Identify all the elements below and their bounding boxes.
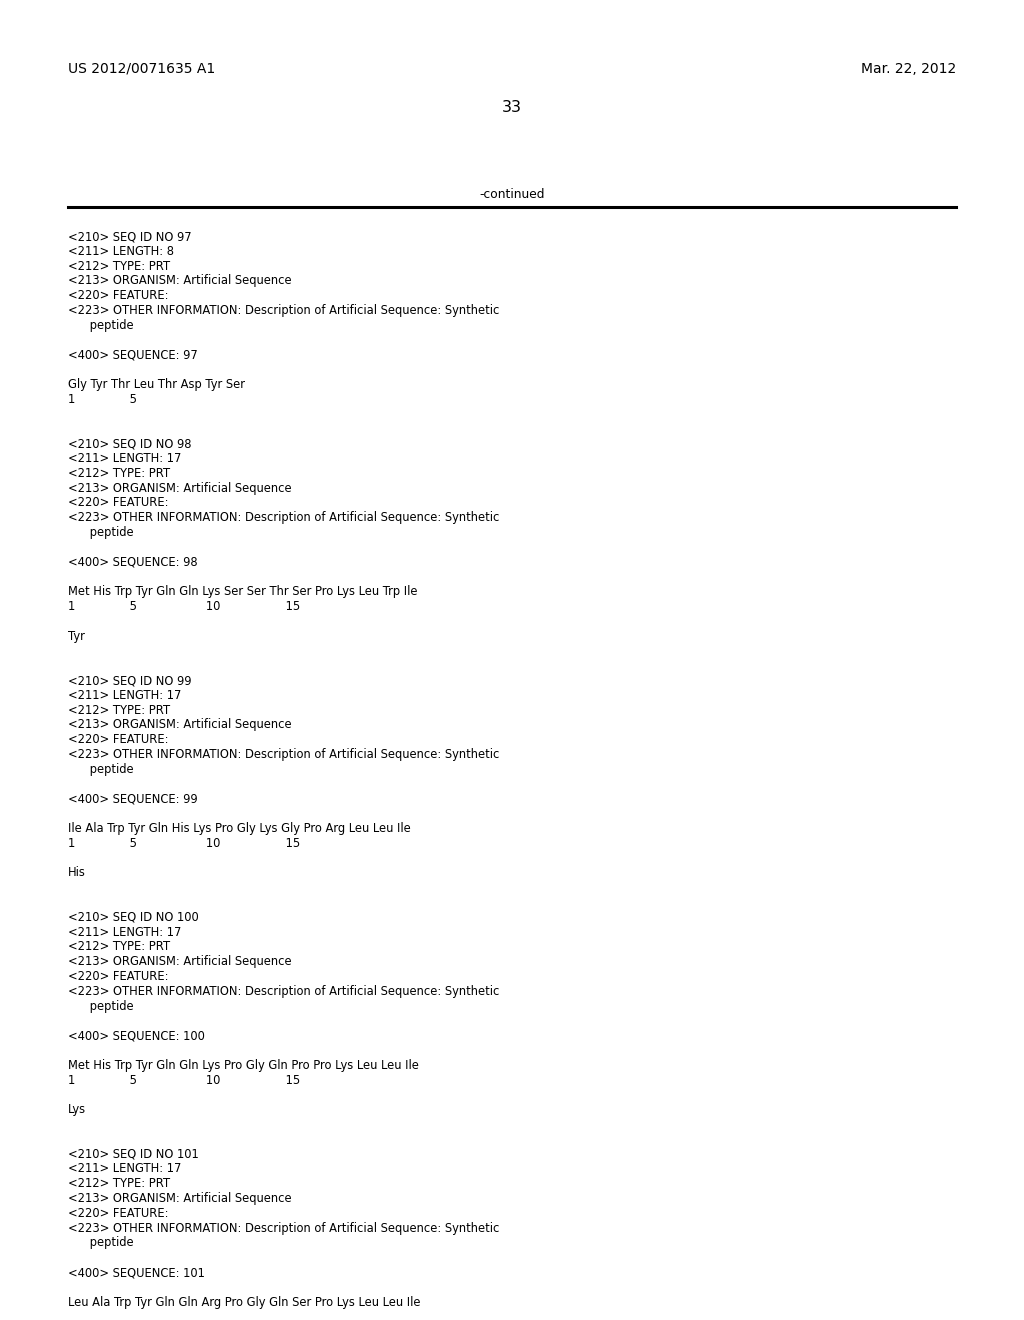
Text: <400> SEQUENCE: 99: <400> SEQUENCE: 99 (68, 792, 198, 805)
Text: <210> SEQ ID NO 100: <210> SEQ ID NO 100 (68, 911, 199, 924)
Text: Met His Trp Tyr Gln Gln Lys Ser Ser Thr Ser Pro Lys Leu Trp Ile: Met His Trp Tyr Gln Gln Lys Ser Ser Thr … (68, 585, 418, 598)
Text: Tyr: Tyr (68, 630, 85, 643)
Text: <220> FEATURE:: <220> FEATURE: (68, 733, 169, 746)
Text: <210> SEQ ID NO 99: <210> SEQ ID NO 99 (68, 675, 191, 686)
Text: <220> FEATURE:: <220> FEATURE: (68, 970, 169, 983)
Text: <211> LENGTH: 8: <211> LENGTH: 8 (68, 244, 174, 257)
Text: <223> OTHER INFORMATION: Description of Artificial Sequence: Synthetic: <223> OTHER INFORMATION: Description of … (68, 748, 500, 762)
Text: <211> LENGTH: 17: <211> LENGTH: 17 (68, 1163, 181, 1175)
Text: peptide: peptide (68, 319, 133, 331)
Text: <210> SEQ ID NO 101: <210> SEQ ID NO 101 (68, 1147, 199, 1160)
Text: Gly Tyr Thr Leu Thr Asp Tyr Ser: Gly Tyr Thr Leu Thr Asp Tyr Ser (68, 378, 245, 391)
Text: 33: 33 (502, 100, 522, 115)
Text: <400> SEQUENCE: 100: <400> SEQUENCE: 100 (68, 1030, 205, 1043)
Text: <220> FEATURE:: <220> FEATURE: (68, 289, 169, 302)
Text: Mar. 22, 2012: Mar. 22, 2012 (861, 62, 956, 77)
Text: peptide: peptide (68, 1237, 133, 1250)
Text: 1               5                   10                  15: 1 5 10 15 (68, 601, 300, 612)
Text: <212> TYPE: PRT: <212> TYPE: PRT (68, 1177, 170, 1191)
Text: <400> SEQUENCE: 101: <400> SEQUENCE: 101 (68, 1266, 205, 1279)
Text: 1               5: 1 5 (68, 393, 137, 405)
Text: Lys: Lys (68, 1104, 86, 1117)
Text: <400> SEQUENCE: 97: <400> SEQUENCE: 97 (68, 348, 198, 362)
Text: <212> TYPE: PRT: <212> TYPE: PRT (68, 260, 170, 273)
Text: Met His Trp Tyr Gln Gln Lys Pro Gly Gln Pro Pro Lys Leu Leu Ile: Met His Trp Tyr Gln Gln Lys Pro Gly Gln … (68, 1059, 419, 1072)
Text: <220> FEATURE:: <220> FEATURE: (68, 1206, 169, 1220)
Text: <223> OTHER INFORMATION: Description of Artificial Sequence: Synthetic: <223> OTHER INFORMATION: Description of … (68, 511, 500, 524)
Text: <212> TYPE: PRT: <212> TYPE: PRT (68, 940, 170, 953)
Text: <211> LENGTH: 17: <211> LENGTH: 17 (68, 925, 181, 939)
Text: <220> FEATURE:: <220> FEATURE: (68, 496, 169, 510)
Text: <212> TYPE: PRT: <212> TYPE: PRT (68, 704, 170, 717)
Text: 1               5                   10                  15: 1 5 10 15 (68, 1073, 300, 1086)
Text: 1               5                   10                  15: 1 5 10 15 (68, 837, 300, 850)
Text: <213> ORGANISM: Artificial Sequence: <213> ORGANISM: Artificial Sequence (68, 956, 292, 968)
Text: <223> OTHER INFORMATION: Description of Artificial Sequence: Synthetic: <223> OTHER INFORMATION: Description of … (68, 985, 500, 998)
Text: <213> ORGANISM: Artificial Sequence: <213> ORGANISM: Artificial Sequence (68, 718, 292, 731)
Text: <213> ORGANISM: Artificial Sequence: <213> ORGANISM: Artificial Sequence (68, 275, 292, 288)
Text: <210> SEQ ID NO 98: <210> SEQ ID NO 98 (68, 437, 191, 450)
Text: peptide: peptide (68, 525, 133, 539)
Text: US 2012/0071635 A1: US 2012/0071635 A1 (68, 62, 215, 77)
Text: -continued: -continued (479, 187, 545, 201)
Text: peptide: peptide (68, 999, 133, 1012)
Text: <210> SEQ ID NO 97: <210> SEQ ID NO 97 (68, 230, 191, 243)
Text: <400> SEQUENCE: 98: <400> SEQUENCE: 98 (68, 556, 198, 569)
Text: <211> LENGTH: 17: <211> LENGTH: 17 (68, 451, 181, 465)
Text: <211> LENGTH: 17: <211> LENGTH: 17 (68, 689, 181, 702)
Text: <213> ORGANISM: Artificial Sequence: <213> ORGANISM: Artificial Sequence (68, 482, 292, 495)
Text: peptide: peptide (68, 763, 133, 776)
Text: <223> OTHER INFORMATION: Description of Artificial Sequence: Synthetic: <223> OTHER INFORMATION: Description of … (68, 1221, 500, 1234)
Text: <223> OTHER INFORMATION: Description of Artificial Sequence: Synthetic: <223> OTHER INFORMATION: Description of … (68, 304, 500, 317)
Text: <213> ORGANISM: Artificial Sequence: <213> ORGANISM: Artificial Sequence (68, 1192, 292, 1205)
Text: Leu Ala Trp Tyr Gln Gln Arg Pro Gly Gln Ser Pro Lys Leu Leu Ile: Leu Ala Trp Tyr Gln Gln Arg Pro Gly Gln … (68, 1296, 421, 1308)
Text: Ile Ala Trp Tyr Gln His Lys Pro Gly Lys Gly Pro Arg Leu Leu Ile: Ile Ala Trp Tyr Gln His Lys Pro Gly Lys … (68, 822, 411, 836)
Text: <212> TYPE: PRT: <212> TYPE: PRT (68, 467, 170, 479)
Text: His: His (68, 866, 86, 879)
